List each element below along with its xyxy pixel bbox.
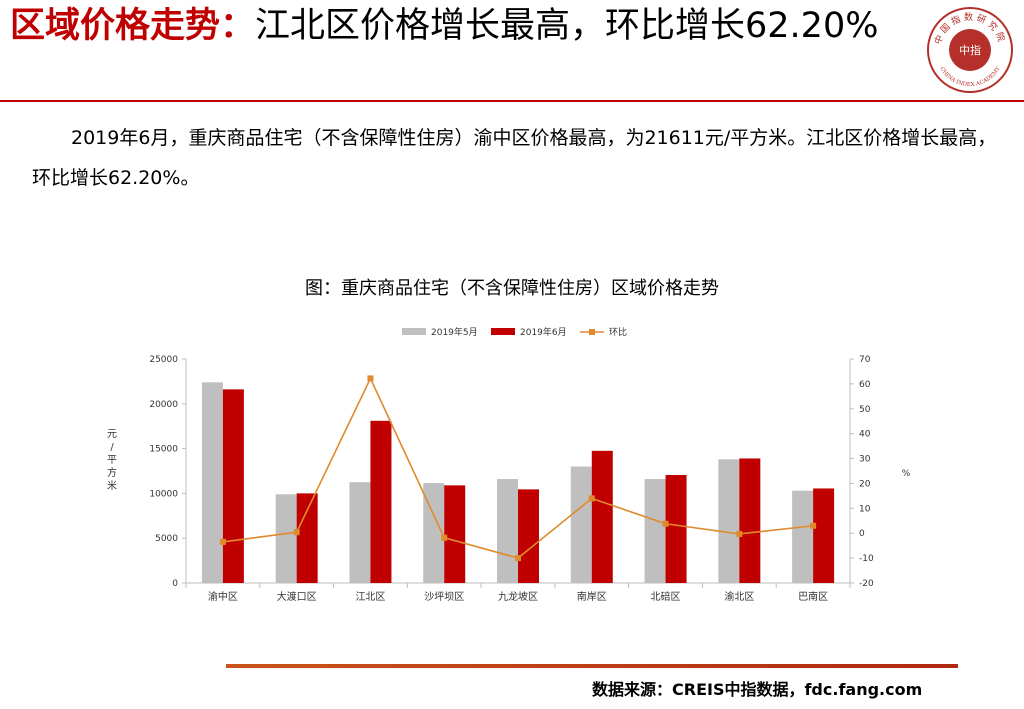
mom-point (810, 522, 817, 529)
y-axis-label-char: 平 (107, 455, 117, 466)
page-title: 区域价格走势：江北区价格增长最高，环比增长62.20% (10, 4, 910, 48)
legend-swatch-may (402, 328, 426, 335)
mom-point (219, 538, 226, 545)
y-tick-label: 20000 (149, 400, 178, 410)
mom-point (736, 530, 743, 537)
bar-jun (518, 489, 539, 583)
bar-may (201, 382, 223, 583)
bar-may (497, 479, 518, 583)
mom-point (441, 534, 448, 541)
y-tick-label: 10000 (149, 489, 178, 499)
bar-jun (813, 488, 835, 583)
y2-tick-label: 20 (859, 479, 871, 489)
y2-tick-label: 40 (859, 430, 871, 440)
mom-point (515, 555, 521, 562)
bar-jun (444, 485, 466, 583)
title-divider (0, 100, 1024, 102)
y2-tick-label: 10 (859, 504, 871, 514)
y2-tick-label: -20 (859, 579, 874, 589)
footer-divider (226, 664, 958, 668)
price-trend-chart: 0 5000 10000 15000 20000 25000 -20 -10 0 10 20 30 40… (107, 326, 911, 603)
legend-label-mom: 环比 (609, 326, 627, 338)
bar-may (423, 483, 445, 583)
page-title-rest: 江北区价格增长最高，环比增长62.20% (255, 6, 879, 46)
y-axis-label-char: 元 (107, 429, 117, 440)
x-tick-label: 大渡口区 (277, 590, 317, 603)
mom-point (662, 520, 669, 527)
chart-title: 图：重庆商品住宅（不含保障性住房）区域价格走势 (305, 278, 719, 299)
y-axis-label-char: 方 (107, 466, 117, 479)
body-paragraph: 2019年6月，重庆商品住宅（不含保障性住房）渝中区价格最高，为21611元/平… (32, 127, 997, 189)
y-tick-label: 15000 (149, 445, 178, 455)
mom-point (588, 495, 595, 502)
x-tick-label: 九龙坡区 (498, 590, 538, 603)
y2-axis-label: % (902, 469, 911, 479)
logo-center-text: 中指 (959, 43, 981, 57)
bar-may (792, 490, 814, 583)
x-tick-label: 渝北区 (724, 590, 754, 603)
x-tick-label: 江北区 (355, 591, 385, 603)
bar-may (644, 479, 666, 583)
y2-tick-label: 50 (859, 405, 871, 415)
x-tick-label: 沙坪坝区 (424, 590, 464, 603)
bar-jun (222, 389, 244, 583)
x-tick-label: 南岸区 (577, 590, 607, 603)
y-axis-label-char: / (110, 442, 114, 453)
y2-tick-label: 0 (859, 529, 865, 539)
data-source: 数据来源：CREIS中指数据，fdc.fang.com (592, 680, 923, 699)
bar-may (570, 466, 592, 583)
y-tick-label: 25000 (149, 355, 178, 365)
x-tick-label: 巴南区 (798, 590, 828, 603)
bar-may (718, 459, 740, 583)
y-axis-label-char: 米 (107, 479, 117, 492)
bar-jun (591, 450, 613, 583)
y2-tick-label: 60 (859, 380, 871, 390)
y-tick-label: 0 (172, 579, 178, 589)
bar-jun (739, 458, 761, 583)
x-tick-label: 北碚区 (651, 590, 681, 603)
mom-point (367, 375, 374, 382)
bar-jun (665, 475, 687, 583)
x-tick-label: 渝中区 (208, 590, 238, 603)
legend-swatch-jun (491, 328, 515, 335)
bar-jun (296, 493, 318, 583)
legend-label-may: 2019年5月 (431, 326, 478, 338)
bar-jun (370, 420, 392, 583)
y2-tick-label: 30 (859, 455, 871, 465)
mom-point (293, 529, 300, 536)
china-index-academy-logo: 中国指数研究院 CHINA INDEX ACADEMY 中指 (926, 6, 1014, 94)
legend-label-jun: 2019年6月 (520, 326, 567, 338)
page-title-highlight: 区域价格走势： (10, 6, 256, 46)
y-tick-label: 5000 (155, 534, 178, 544)
bar-may (275, 494, 297, 583)
legend-marker-mom (589, 329, 595, 335)
y2-tick-label: -10 (859, 554, 874, 564)
bar-may (349, 482, 371, 583)
y2-tick-label: 70 (859, 355, 871, 365)
